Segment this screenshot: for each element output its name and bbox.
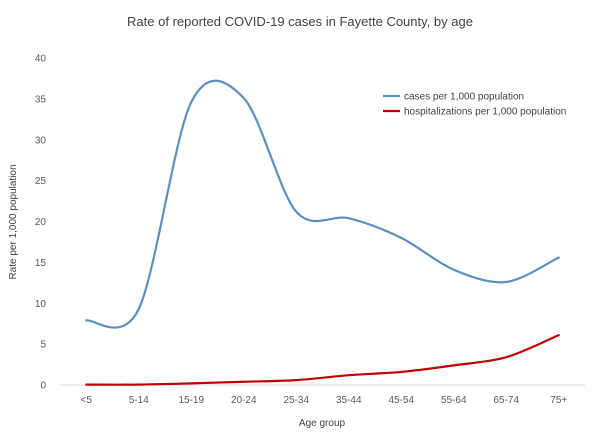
legend-label: cases per 1,000 population bbox=[404, 92, 524, 103]
y-tick-label: 40 bbox=[35, 54, 47, 65]
y-tick-label: 0 bbox=[40, 381, 46, 392]
series-line-cases bbox=[85, 79, 560, 329]
y-tick-label: 15 bbox=[35, 258, 47, 269]
y-axis-title: Rate per 1,000 population bbox=[8, 164, 19, 279]
y-tick-label: 5 bbox=[40, 340, 46, 351]
x-tick-label: 45-54 bbox=[388, 395, 414, 406]
x-tick-label: 20-24 bbox=[231, 395, 257, 406]
x-tick-label: 55-64 bbox=[441, 395, 467, 406]
y-tick-label: 10 bbox=[35, 299, 47, 310]
y-tick-label: 35 bbox=[35, 94, 47, 105]
y-tick-label: 25 bbox=[35, 176, 47, 187]
y-axis-ticks: 0 5 10 15 20 25 30 35 40 bbox=[35, 54, 47, 392]
x-tick-label: 25-34 bbox=[283, 395, 309, 406]
series-line-hospitalizations bbox=[85, 334, 560, 386]
chart-title: Rate of reported COVID-19 cases in Fayet… bbox=[127, 14, 473, 29]
x-axis-ticks: <5 5-14 15-19 20-24 25-34 35-44 45-54 55-64 65-7… bbox=[81, 395, 568, 406]
y-tick-label: 20 bbox=[35, 217, 47, 228]
x-tick-label: 5-14 bbox=[129, 395, 149, 406]
x-axis-title: Age group bbox=[299, 418, 346, 429]
legend: cases per 1,000 population hospitalizatio… bbox=[383, 92, 566, 118]
x-tick-label: 65-74 bbox=[493, 395, 519, 406]
y-tick-label: 30 bbox=[35, 135, 47, 146]
series-lines bbox=[85, 79, 560, 386]
legend-label: hospitalizations per 1,000 population bbox=[404, 107, 566, 118]
x-tick-label: 15-19 bbox=[178, 395, 204, 406]
x-tick-label: 35-44 bbox=[336, 395, 362, 406]
x-tick-label: <5 bbox=[81, 395, 93, 406]
x-tick-label: 75+ bbox=[550, 395, 567, 406]
